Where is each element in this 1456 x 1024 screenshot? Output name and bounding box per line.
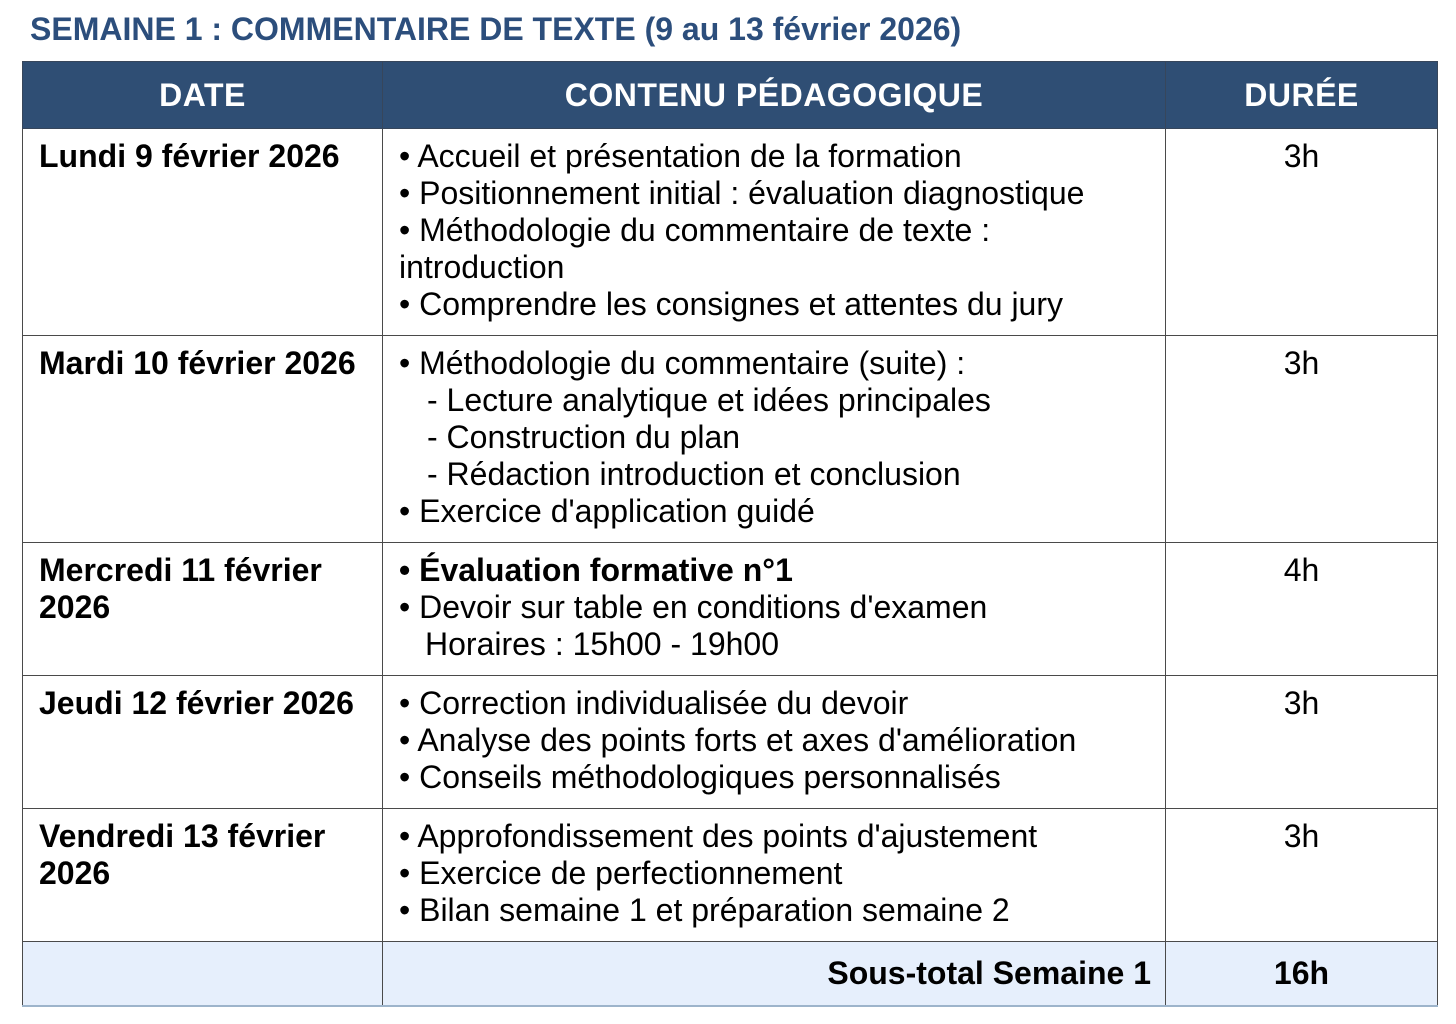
- page-title: SEMAINE 1 : COMMENTAIRE DE TEXTE (9 au 1…: [30, 11, 962, 47]
- content-line: • Accueil et présentation de la formatio…: [399, 138, 962, 174]
- content-line: • Analyse des points forts et axes d'amé…: [399, 722, 1077, 758]
- content-cell: • Méthodologie du commentaire (suite) : …: [382, 335, 1166, 543]
- duration-cell: 3h: [1165, 808, 1438, 942]
- content-cell: • Accueil et présentation de la formatio…: [382, 128, 1166, 336]
- content-line: • Conseils méthodologiques personnalisés: [399, 759, 1001, 795]
- content-line: • Exercice d'application guidé: [399, 493, 815, 529]
- content-line: • Méthodologie du commentaire (suite) :: [399, 345, 966, 381]
- duration-cell: 4h: [1165, 542, 1438, 676]
- date-cell: Mercredi 11 février 2026: [22, 542, 383, 676]
- content-line: - Construction du plan: [427, 419, 741, 455]
- content-line: • Devoir sur table en conditions d'exame…: [399, 589, 988, 625]
- subtotal-label: Sous-total Semaine 1: [382, 941, 1166, 1007]
- schedule-table: DATE CONTENU PÉDAGOGIQUE DURÉE Lundi 9 f…: [22, 61, 1438, 1007]
- content-line: • Évaluation formative n°1: [399, 552, 793, 588]
- date-cell: Lundi 9 février 2026: [22, 128, 383, 336]
- table-row-monday: Lundi 9 février 2026 • Accueil et présen…: [22, 128, 1438, 336]
- content-line: • Méthodologie du commentaire de texte :: [399, 212, 991, 248]
- header-cell-date: DATE: [22, 61, 383, 129]
- date-cell: Mardi 10 février 2026: [22, 335, 383, 543]
- content-line: • Exercice de perfectionnement: [399, 855, 843, 891]
- content-cell: • Correction individualisée du devoir • …: [382, 675, 1166, 809]
- table-row-thursday: Jeudi 12 février 2026 • Correction indiv…: [22, 675, 1438, 809]
- subtotal-row: Sous-total Semaine 1 16h: [22, 941, 1438, 1007]
- table-row-wednesday: Mercredi 11 février 2026 • Évaluation fo…: [22, 542, 1438, 676]
- content-line: • Correction individualisée du devoir: [399, 685, 909, 721]
- date-cell: Vendredi 13 février 2026: [22, 808, 383, 942]
- footer-empty-cell: [22, 941, 383, 1007]
- header-row: DATE CONTENU PÉDAGOGIQUE DURÉE: [22, 61, 1438, 129]
- header-cell-duration: DURÉE: [1165, 61, 1438, 129]
- subtotal-duration: 16h: [1165, 941, 1438, 1007]
- table-row-friday: Vendredi 13 février 2026 • Approfondisse…: [22, 808, 1438, 942]
- duration-cell: 3h: [1165, 128, 1438, 336]
- date-cell: Jeudi 12 février 2026: [22, 675, 383, 809]
- content-line: • Positionnement initial : évaluation di…: [399, 175, 1085, 211]
- duration-cell: 3h: [1165, 335, 1438, 543]
- content-cell: • Évaluation formative n°1 • Devoir sur …: [382, 542, 1166, 676]
- content-line: introduction: [399, 249, 565, 285]
- content-line: - Rédaction introduction et conclusion: [427, 456, 961, 492]
- content-line: - Lecture analytique et idées principale…: [427, 382, 991, 418]
- content-line: • Bilan semaine 1 et préparation semaine…: [399, 892, 1010, 928]
- content-line: • Approfondissement des points d'ajustem…: [399, 818, 1038, 854]
- content-line: Horaires : 15h00 - 19h00: [425, 626, 779, 662]
- duration-cell: 3h: [1165, 675, 1438, 809]
- content-cell: • Approfondissement des points d'ajustem…: [382, 808, 1166, 942]
- table-row-tuesday: Mardi 10 février 2026 • Méthodologie du …: [22, 335, 1438, 543]
- content-line: • Comprendre les consignes et attentes d…: [399, 286, 1063, 322]
- header-cell-content: CONTENU PÉDAGOGIQUE: [382, 61, 1166, 129]
